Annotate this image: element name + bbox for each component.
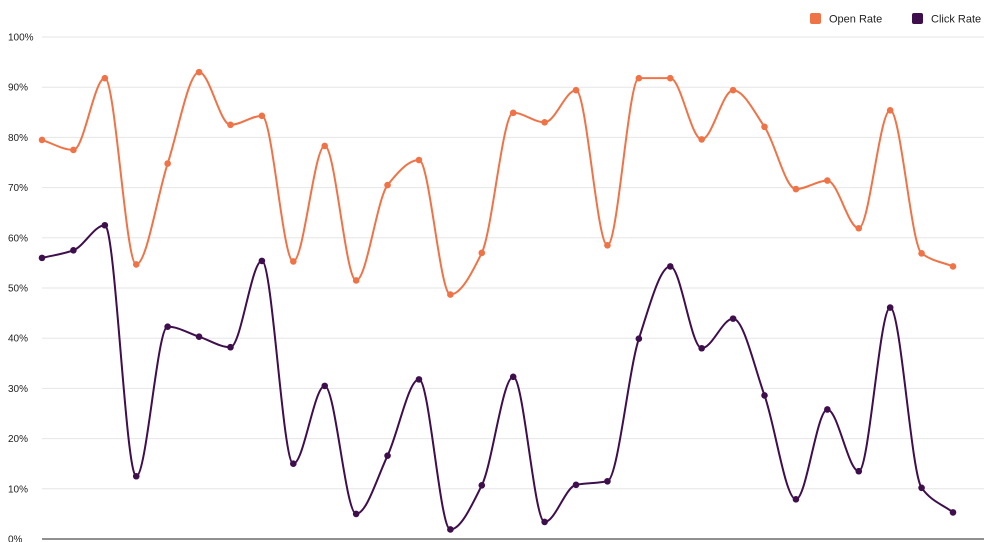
open-rate-point	[164, 160, 171, 167]
open-rate-point	[729, 86, 737, 94]
click-rate-point	[761, 392, 768, 399]
open-rate-point	[101, 74, 109, 82]
series-lines	[38, 68, 957, 533]
legend-swatch	[912, 13, 923, 24]
open-rate-point	[384, 181, 391, 189]
y-tick-label: 90%	[8, 83, 28, 94]
click-rate-point	[666, 263, 674, 270]
open-rate-point	[321, 142, 329, 150]
click-rate-point	[227, 343, 234, 351]
open-rate-point	[478, 249, 486, 257]
click-rate-point	[258, 257, 266, 265]
click-rate-point	[949, 509, 957, 516]
y-tick-label: 100%	[8, 33, 34, 44]
click-rate-point	[604, 477, 611, 485]
click-rate-series	[38, 221, 957, 533]
open-rate-point	[949, 263, 957, 270]
open-rate-point	[761, 123, 768, 131]
click-rate-point	[509, 373, 517, 381]
open-rate-point	[604, 242, 611, 249]
legend-label: Open Rate	[829, 14, 882, 26]
open-rate-point	[70, 146, 77, 154]
click-rate-point	[918, 484, 925, 492]
click-rate-point	[886, 304, 894, 311]
click-rate-point	[38, 254, 46, 262]
click-rate-point	[101, 221, 109, 229]
open-rate-point	[635, 74, 643, 82]
open-rate-point	[918, 250, 925, 257]
y-tick-label: 20%	[8, 434, 28, 445]
click-rate-point	[635, 335, 643, 343]
y-tick-label: 30%	[8, 384, 28, 395]
click-rate-point	[195, 333, 203, 340]
y-tick-label: 70%	[8, 183, 28, 194]
open-rate-point	[824, 177, 831, 184]
click-rate-point	[384, 452, 391, 459]
open-rate-series	[38, 68, 957, 298]
open-rate-point	[886, 106, 894, 114]
legend-item-click-rate: Click Rate	[912, 13, 981, 26]
click-rate-point	[792, 496, 800, 503]
open-rate-point	[855, 224, 863, 232]
y-tick-label: 40%	[8, 334, 28, 345]
y-axis-tick-labels: 0% 10% 20% 30% 40% 50% 60% 70% 80% 90% 100%	[8, 33, 34, 542]
legend-label: Click Rate	[931, 14, 981, 26]
open-rate-point	[195, 68, 203, 76]
legend: Open Rate Click Rate	[810, 13, 981, 26]
click-rate-point	[352, 510, 360, 518]
open-rate-line	[41, 71, 954, 296]
y-tick-label: 10%	[8, 484, 28, 495]
click-rate-point	[70, 247, 77, 254]
legend-item-open-rate: Open Rate	[810, 13, 882, 26]
click-rate-point	[290, 460, 297, 468]
open-rate-point	[792, 185, 800, 193]
open-rate-point	[509, 109, 517, 117]
click-rate-point	[164, 323, 171, 330]
open-rate-point	[447, 291, 454, 298]
y-tick-label: 80%	[8, 133, 28, 144]
click-rate-point	[447, 526, 454, 533]
open-rate-point	[352, 277, 360, 284]
click-rate-line	[41, 224, 954, 531]
click-rate-point	[855, 467, 863, 475]
open-rate-point	[227, 121, 234, 129]
open-rate-point	[290, 258, 297, 265]
y-tick-label: 50%	[8, 284, 28, 295]
open-rate-point	[132, 261, 140, 268]
open-rate-point	[698, 136, 705, 143]
open-rate-point	[415, 156, 423, 164]
open-rate-point	[258, 112, 266, 120]
y-tick-label: 60%	[8, 233, 28, 244]
click-rate-point	[478, 481, 486, 489]
click-rate-point	[729, 315, 737, 322]
legend-swatch	[810, 13, 821, 24]
click-rate-point	[698, 344, 705, 352]
click-rate-point	[824, 406, 831, 413]
click-rate-point	[321, 382, 329, 390]
click-rate-point	[572, 481, 580, 489]
open-rate-point	[666, 74, 674, 82]
open-rate-point	[572, 86, 580, 94]
click-rate-point	[415, 376, 423, 383]
y-tick-label: 0%	[8, 535, 23, 542]
click-rate-point	[541, 518, 548, 526]
click-rate-point	[132, 472, 140, 480]
open-rate-point	[541, 119, 548, 126]
open-rate-point	[38, 136, 46, 144]
